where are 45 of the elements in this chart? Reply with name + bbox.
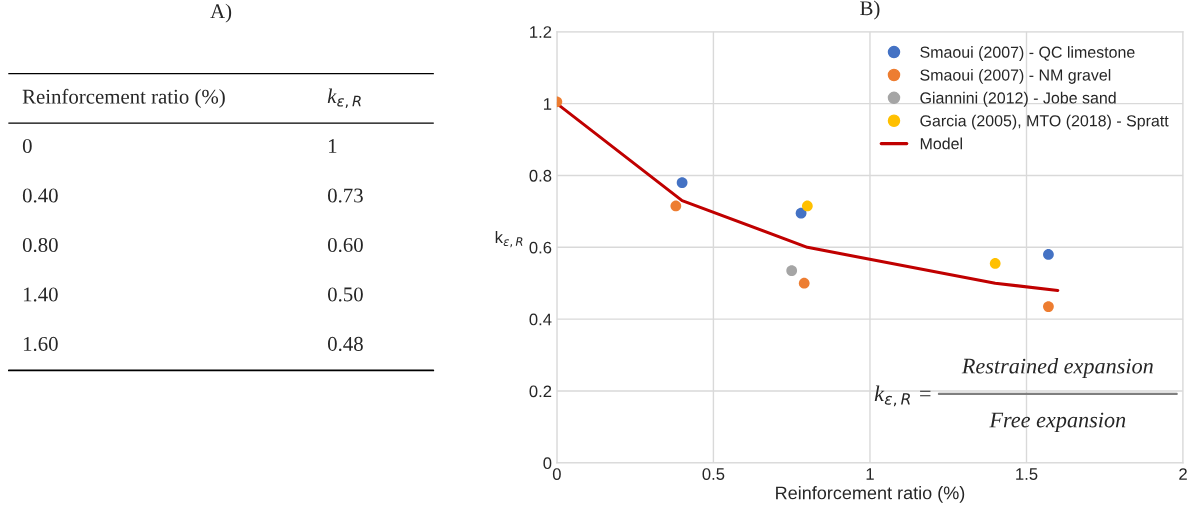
point bbox=[798, 277, 810, 289]
point bbox=[801, 200, 813, 212]
text: 1.60 bbox=[23, 336, 58, 352]
x-tick-label: 2 bbox=[1179, 468, 1187, 480]
text: 0 bbox=[22, 139, 32, 154]
legend-label: Smaoui (2007) - QC limestone bbox=[920, 46, 1135, 61]
y-tick-label: 1.2 bbox=[530, 26, 552, 38]
text: k$_{ε,R}$ bbox=[327, 88, 361, 109]
x-tick-label: 1 bbox=[866, 468, 874, 480]
point bbox=[989, 258, 1001, 269]
legend-label: Smaoui (2007) - NM gravel bbox=[920, 68, 1111, 84]
y-tick-label: 0 bbox=[543, 457, 552, 470]
x-tick-label: 1.5 bbox=[1016, 468, 1038, 480]
text: 0.73 bbox=[327, 188, 363, 203]
y-tick-label: 0.6 bbox=[529, 241, 552, 254]
y-tick-label: 0.2 bbox=[529, 385, 552, 398]
point bbox=[1043, 249, 1054, 260]
text: 0.80 bbox=[22, 237, 58, 253]
x-tick-label: 0.5 bbox=[702, 468, 725, 480]
point bbox=[670, 200, 682, 212]
point bbox=[795, 207, 807, 219]
text: 0.50 bbox=[327, 287, 363, 302]
legend-label: Model bbox=[920, 137, 962, 150]
annotation: k$_{ε,R}$ = bbox=[874, 385, 931, 407]
annotation: Restrained expansion bbox=[961, 357, 1153, 379]
legend-label: Garcia (2005), MTO (2018) - Spratt bbox=[920, 114, 1169, 130]
text: 0.48 bbox=[327, 336, 363, 352]
x-axis-title: Reinforcement ratio (%) bbox=[776, 486, 965, 503]
y-tick-label: 0.4 bbox=[529, 313, 552, 326]
text: 1 bbox=[329, 139, 337, 153]
legend-label: Giannini (2012) - Jobe sand bbox=[920, 91, 1116, 107]
point bbox=[786, 265, 798, 277]
y-tick-label: 0.8 bbox=[529, 169, 552, 182]
x-tick-label: 0 bbox=[552, 468, 561, 480]
text: A) bbox=[210, 3, 232, 23]
chart-title: B) bbox=[860, 0, 880, 20]
y-tick-label: 1 bbox=[544, 98, 552, 110]
annotation: Free expansion bbox=[989, 412, 1126, 432]
text: 1.40 bbox=[23, 287, 58, 302]
text: 0.60 bbox=[327, 237, 363, 253]
text: 0.40 bbox=[22, 188, 58, 203]
point bbox=[1043, 301, 1054, 312]
text: Reinforcement ratio (%) bbox=[22, 88, 225, 108]
y-axis-title: k$_{ε,R}$ bbox=[495, 230, 523, 248]
point bbox=[676, 177, 688, 189]
